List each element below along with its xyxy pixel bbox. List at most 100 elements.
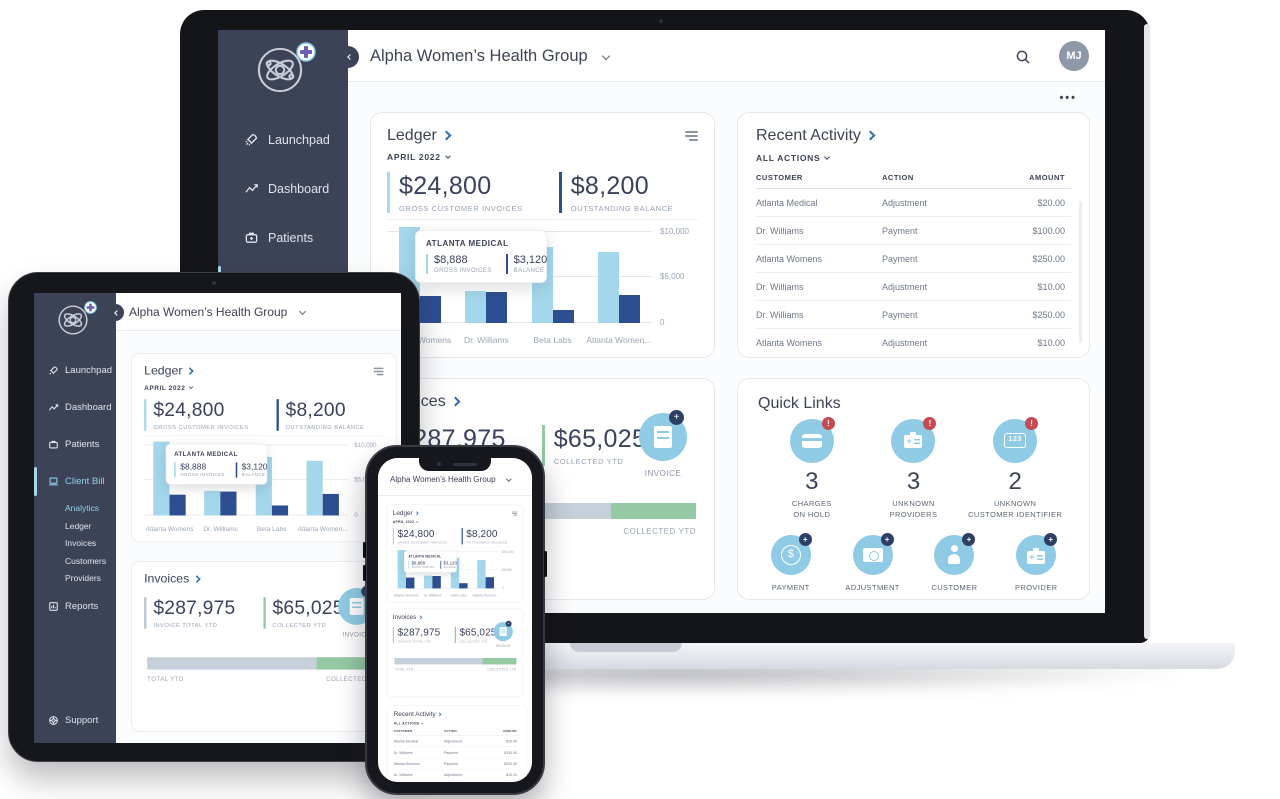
bar-balance[interactable] — [169, 494, 186, 516]
y-axis-tick: $5,000 — [660, 272, 685, 282]
actions-filter-dropdown[interactable]: ALL ACTIONS — [756, 153, 1071, 163]
new-invoice-shortcut[interactable]: + INVOICE — [624, 410, 702, 478]
bar-gross-invoices[interactable] — [424, 575, 433, 589]
chevron-right-icon[interactable] — [185, 367, 194, 375]
chevron-right-icon[interactable] — [192, 575, 201, 583]
table-row[interactable]: Atlanta Womens Payment $250.00 — [756, 245, 1071, 273]
back-button[interactable] — [107, 304, 124, 321]
y-axis-tick: $5,000 — [354, 476, 374, 484]
list-view-icon[interactable] — [685, 130, 698, 142]
table-row[interactable]: Dr. Williams Adjustment $10.00 — [393, 769, 520, 781]
search-icon[interactable] — [1015, 49, 1031, 65]
x-axis-tick: Dr. Williams — [423, 593, 442, 598]
table-row[interactable]: Atlanta Womens Payment $250.00 — [393, 758, 520, 770]
bar-balance[interactable] — [459, 583, 468, 589]
x-axis-tick: Atlanta Womens — [393, 593, 419, 598]
bar-balance[interactable] — [485, 577, 494, 589]
sidebar-item-patients[interactable]: Patients — [34, 426, 116, 463]
bar-balance[interactable] — [432, 575, 441, 589]
bar-balance[interactable] — [322, 493, 339, 516]
sidebar-subitem-customers[interactable]: Customers — [65, 555, 107, 566]
period-dropdown[interactable]: APRIL 2022 — [387, 152, 698, 162]
bar-balance[interactable] — [420, 295, 442, 323]
table-row[interactable]: Atlanta Medical Adjustment $20.00 — [756, 189, 1071, 217]
quick-action-customer[interactable]: + CUSTOMER — [931, 532, 978, 592]
ledger-bar-chart: $10,000 $5,000 0 Atlanta Womens Dr. William… — [387, 219, 698, 347]
sidebar-item-launchpad[interactable]: Launchpad — [218, 115, 348, 164]
sidebar-item-support[interactable]: Support — [34, 707, 116, 733]
quick-action-payment[interactable]: $ + PAYMENT — [752, 532, 830, 592]
ledger-bar-chart: $10,000 $5,000 0 Atlanta Womens Dr. William… — [144, 435, 384, 534]
sidebar-subitem-invoices[interactable]: Invoices — [65, 538, 97, 548]
period-dropdown[interactable]: APRIL 2022 — [144, 384, 383, 392]
sidebar-subitem-providers[interactable]: Providers — [65, 573, 101, 583]
bar-group — [477, 550, 494, 589]
chevron-right-icon[interactable] — [441, 130, 452, 141]
bar-gross-invoices[interactable] — [477, 559, 486, 589]
sidebar-item-dashboard[interactable]: Dashboard — [34, 389, 116, 426]
quick-action-provider[interactable]: + PROVIDER — [997, 532, 1075, 592]
quick-link-unknown-customer[interactable]: 123! 2 UNKNOWN CUSTOMER IDENTIFIER — [968, 417, 1063, 520]
recent-activity-title[interactable]: Recent Activity — [756, 127, 861, 144]
chevron-right-icon[interactable] — [865, 130, 876, 141]
app-logo[interactable] — [254, 42, 316, 101]
ledger-card-wrap: Ledger APRIL 2022 $24,800 GROSS CUSTOMER … — [131, 353, 397, 543]
invoice-icon: + — [639, 410, 687, 461]
medical-plus-badge-icon — [84, 301, 97, 314]
sidebar-item-launchpad[interactable]: Launchpad — [34, 352, 116, 389]
bar-balance[interactable] — [406, 577, 415, 589]
list-view-icon[interactable] — [373, 367, 384, 376]
ledger-title[interactable]: Ledger — [144, 364, 183, 378]
bar-balance[interactable] — [220, 491, 237, 516]
chevron-right-icon[interactable] — [450, 396, 461, 407]
table-row[interactable]: Atlanta Medical Adjustment $20.00 — [393, 736, 520, 747]
bar-gross-invoices[interactable] — [450, 558, 460, 589]
chevron-right-icon[interactable] — [437, 712, 442, 717]
sidebar-item-client-bill[interactable]: Client Bill — [34, 463, 116, 500]
practice-selector[interactable]: Alpha Women’s Health Group — [390, 475, 511, 484]
chevron-right-icon[interactable] — [414, 511, 419, 516]
sidebar-subnav: Analytics Ledger Invoices Customers Prov… — [34, 500, 116, 588]
sidebar-item-patients[interactable]: Patients — [218, 213, 348, 262]
bar-balance[interactable] — [618, 294, 640, 323]
chevron-right-icon[interactable] — [418, 615, 423, 620]
bar-gross-invoices[interactable] — [465, 291, 487, 323]
bar-balance[interactable] — [486, 291, 508, 323]
actions-filter-dropdown[interactable]: ALL ACTIONS — [394, 721, 520, 725]
invoices-title[interactable]: Invoices — [144, 572, 190, 586]
chevron-down-icon — [505, 476, 511, 481]
sidebar-subitem-ledger[interactable]: Ledger — [65, 520, 92, 531]
sidebar-subitem-analytics[interactable]: Analytics — [65, 503, 100, 513]
practice-selector[interactable]: Alpha Women’s Health Group — [370, 47, 610, 66]
more-options-icon[interactable]: ••• — [1059, 92, 1077, 104]
bar-balance[interactable] — [552, 310, 574, 323]
period-dropdown[interactable]: APRIL 2022 — [393, 520, 517, 524]
bar-gross-invoices[interactable] — [397, 550, 407, 589]
quick-link-charges-on-hold[interactable]: ! 3 CHARGES ON HOLD — [764, 417, 860, 521]
practice-selector[interactable]: Alpha Women’s Health Group — [129, 305, 307, 319]
invoices-card-wrap: Invoices $287,975 INVOICE TOTAL YTD $65,0… — [386, 608, 524, 697]
sidebar-item-dashboard[interactable]: Dashboard — [218, 164, 348, 213]
new-invoice-shortcut[interactable]: + INVOICE — [488, 620, 519, 648]
bar-gross-invoices[interactable] — [306, 460, 323, 516]
bar-gross-invoices[interactable] — [204, 490, 221, 516]
table-row[interactable]: Dr. Williams Payment $100.00 — [393, 747, 520, 759]
table-row[interactable]: Dr. Williams Payment $100.00 — [756, 217, 1071, 245]
bar-group — [450, 550, 468, 589]
table-row[interactable]: Dr. Williams Adjustment $10.00 — [756, 273, 1071, 301]
app-logo[interactable] — [56, 301, 97, 342]
scrollbar[interactable] — [1079, 201, 1082, 343]
list-view-icon[interactable] — [512, 511, 518, 516]
back-button[interactable] — [337, 46, 359, 68]
avatar[interactable]: MJ — [1059, 41, 1089, 71]
bar-gross-invoices[interactable] — [597, 251, 619, 323]
bar-gross-invoices[interactable] — [153, 441, 170, 516]
quick-action-adjustment[interactable]: + ADJUSTMENT — [845, 532, 900, 592]
table-row[interactable]: Atlanta Womens Adjustment $10.00 — [756, 338, 1065, 348]
ledger-title[interactable]: Ledger — [387, 127, 437, 144]
bar-balance[interactable] — [271, 505, 288, 516]
sidebar-item-reports[interactable]: Reports — [34, 588, 116, 625]
